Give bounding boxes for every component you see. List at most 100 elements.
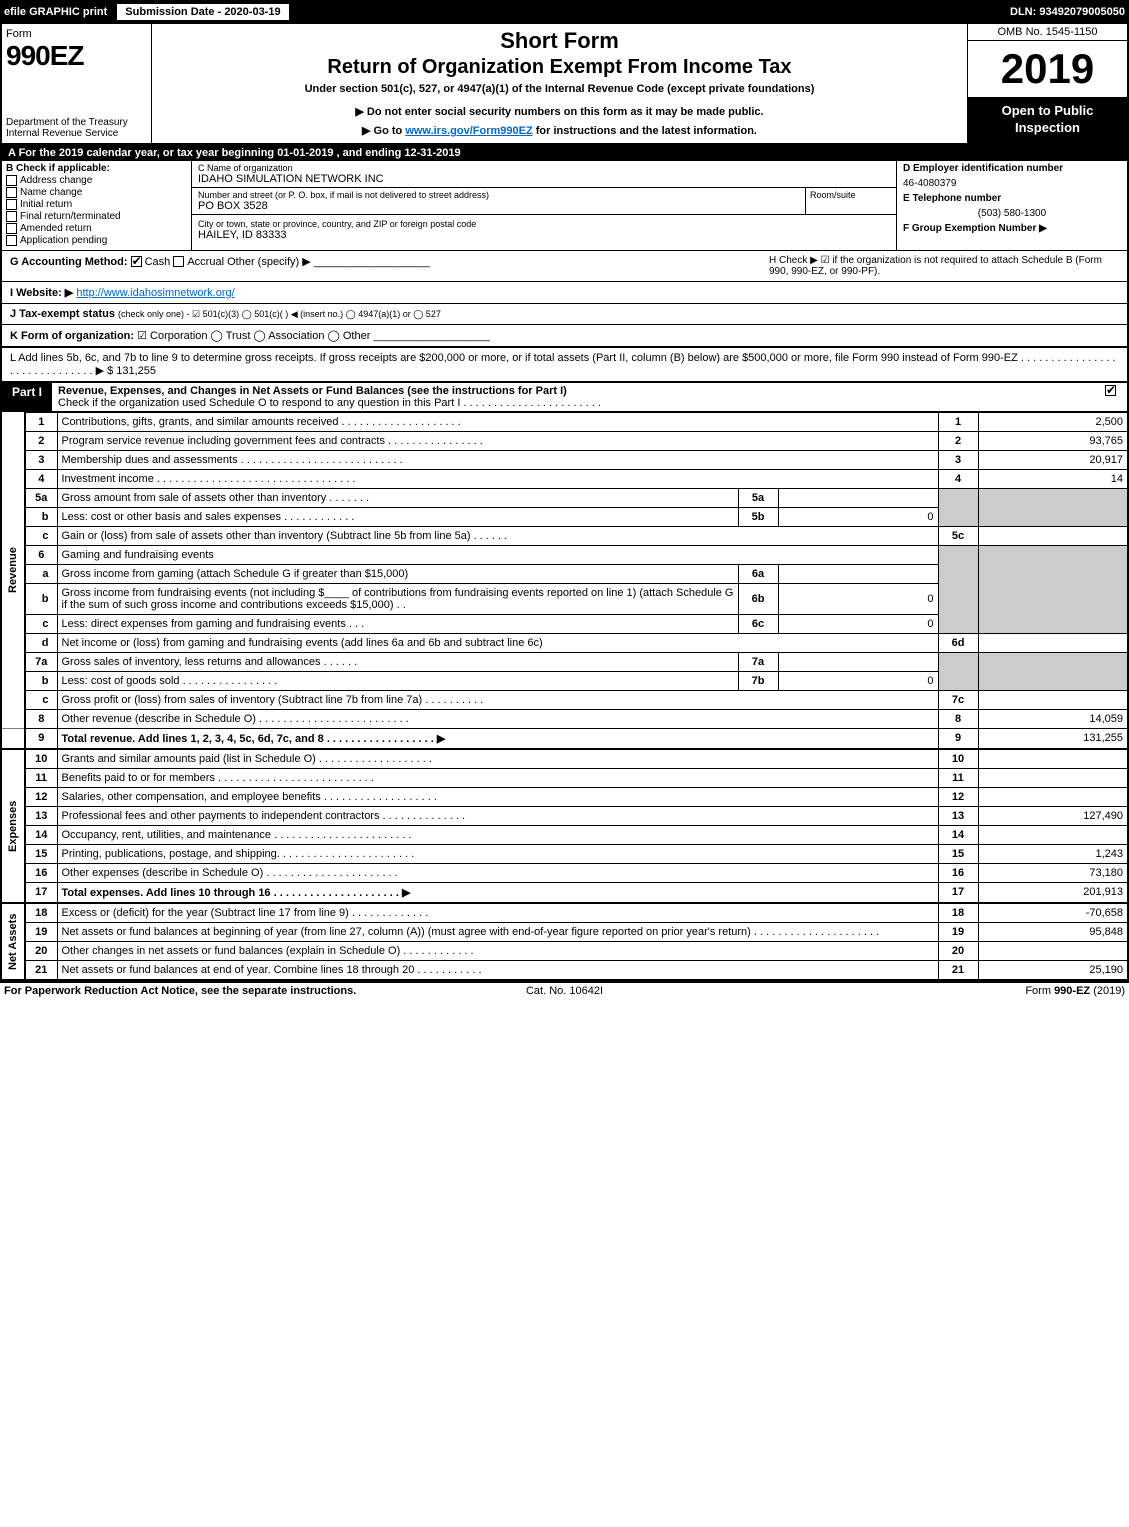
desc-part1: Gross income from fundraising events (no… — [62, 587, 325, 599]
org-name: IDAHO SIMULATION NETWORK INC — [198, 173, 890, 185]
chk-label: Initial return — [20, 199, 72, 210]
chk-address-change[interactable]: Address change — [6, 175, 187, 186]
line-no: a — [25, 564, 57, 583]
section-d-e-f: D Employer identification number 46-4080… — [897, 161, 1127, 250]
section-c: C Name of organization IDAHO SIMULATION … — [192, 161, 897, 250]
lines-table: Revenue 1 Contributions, gifts, grants, … — [0, 412, 1129, 981]
ssn-note: ▶ Do not enter social security numbers o… — [160, 105, 959, 118]
goto-instructions: ▶ Go to www.irs.gov/Form990EZ for instru… — [160, 124, 959, 137]
form-title: Return of Organization Exempt From Incom… — [160, 56, 959, 79]
line-no: 14 — [25, 825, 57, 844]
chk-cash[interactable] — [131, 256, 142, 267]
chk-label: Name change — [20, 187, 82, 198]
netassets-tab: Net Assets — [1, 903, 25, 980]
top-bar: efile GRAPHIC print Submission Date - 20… — [0, 0, 1129, 24]
line-amt: 93,765 — [978, 431, 1128, 450]
line-desc: Other revenue (describe in Schedule O) .… — [57, 709, 938, 728]
line-num: 18 — [938, 903, 978, 923]
tax-year: 2019 — [968, 41, 1127, 97]
section-h: H Check ▶ ☑ if the organization is not r… — [769, 255, 1119, 277]
line-desc: Gross profit or (loss) from sales of inv… — [57, 690, 938, 709]
efile-label[interactable]: efile GRAPHIC print — [4, 6, 107, 18]
line-amt: 14 — [978, 469, 1128, 488]
tel-label: E Telephone number — [903, 193, 1001, 204]
line-no: b — [25, 671, 57, 690]
line-amt: 25,190 — [978, 960, 1128, 980]
section-j: J Tax-exempt status (check only one) - ☑… — [0, 304, 1129, 325]
line-amt — [978, 941, 1128, 960]
chk-label: Address change — [20, 175, 92, 186]
form-number: 990EZ — [6, 40, 147, 72]
line-desc: Less: cost or other basis and sales expe… — [57, 507, 738, 526]
line-num: 6d — [938, 633, 978, 652]
form-header: Form 990EZ Department of the Treasury In… — [0, 24, 1129, 145]
line-amt — [978, 768, 1128, 787]
line-amt — [978, 633, 1128, 652]
line-desc: Grants and similar amounts paid (list in… — [57, 749, 938, 769]
chk-application-pending[interactable]: Application pending — [6, 235, 187, 246]
omb-number: OMB No. 1545-1150 — [968, 24, 1127, 41]
line-amt: 201,913 — [978, 882, 1128, 903]
line-no: c — [25, 690, 57, 709]
website-link[interactable]: http://www.idahosimnetwork.org/ — [76, 287, 234, 299]
line-no: d — [25, 633, 57, 652]
line-num: 2 — [938, 431, 978, 450]
line-num: 3 — [938, 450, 978, 469]
shaded-cell — [938, 488, 978, 526]
expenses-tab: Expenses — [1, 749, 25, 903]
street-block: Number and street (or P. O. box, if mail… — [192, 188, 806, 215]
section-k: K Form of organization: ☑ Corporation ◯ … — [0, 325, 1129, 348]
shaded-cell — [978, 652, 1128, 690]
line-desc: Gross sales of inventory, less returns a… — [57, 652, 738, 671]
j-text: (check only one) - ☑ 501(c)(3) ◯ 501(c)(… — [118, 309, 441, 319]
line-amt: 131,255 — [978, 728, 1128, 749]
line-desc: Gross income from gaming (attach Schedul… — [57, 564, 738, 583]
line-num: 7c — [938, 690, 978, 709]
line-desc: Less: cost of goods sold . . . . . . . .… — [57, 671, 738, 690]
line-num: 14 — [938, 825, 978, 844]
line-amt — [978, 690, 1128, 709]
chk-initial-return[interactable]: Initial return — [6, 199, 187, 210]
line-amt: 2,500 — [978, 412, 1128, 431]
part1-checkbox[interactable] — [1097, 383, 1127, 411]
line-amt: 95,848 — [978, 922, 1128, 941]
shaded-cell — [978, 545, 1128, 633]
line-amt: 127,490 — [978, 806, 1128, 825]
line-num: 17 — [938, 882, 978, 903]
line-amt — [978, 825, 1128, 844]
line-no: 6 — [25, 545, 57, 564]
b-label: B Check if applicable: — [6, 163, 110, 174]
chk-name-change[interactable]: Name change — [6, 187, 187, 198]
tel-value: (503) 580-1300 — [903, 208, 1121, 219]
cat-no: Cat. No. 10642I — [526, 985, 603, 997]
line-desc: Contributions, gifts, grants, and simila… — [57, 412, 938, 431]
section-l: L Add lines 5b, 6c, and 7b to line 9 to … — [0, 348, 1129, 383]
sub-val — [778, 652, 938, 671]
chk-accrual[interactable] — [173, 256, 184, 267]
line-desc: Total revenue. Add lines 1, 2, 3, 4, 5c,… — [57, 728, 938, 749]
total-exp-desc: Total expenses. Add lines 10 through 16 … — [62, 887, 411, 899]
part1-title: Revenue, Expenses, and Changes in Net As… — [52, 383, 1097, 411]
j-label: J Tax-exempt status — [10, 308, 115, 320]
chk-final-return[interactable]: Final return/terminated — [6, 211, 187, 222]
part1-label: Part I — [2, 383, 52, 411]
total-rev-desc: Total revenue. Add lines 1, 2, 3, 4, 5c,… — [62, 733, 446, 745]
line-num: 9 — [938, 728, 978, 749]
room-suite-label: Room/suite — [806, 188, 896, 215]
line-num: 1 — [938, 412, 978, 431]
form-ref: Form 990-EZ (2019) — [603, 985, 1125, 997]
goto-pre: ▶ Go to — [362, 125, 405, 137]
line-no: 1 — [25, 412, 57, 431]
line-num: 13 — [938, 806, 978, 825]
c-name-label: C Name of organization — [198, 163, 890, 173]
tax-year-range: A For the 2019 calendar year, or tax yea… — [2, 145, 1127, 161]
line-desc: Less: direct expenses from gaming and fu… — [57, 614, 738, 633]
line-amt: -70,658 — [978, 903, 1128, 923]
line-desc: Gross amount from sale of assets other t… — [57, 488, 738, 507]
line-amt — [978, 526, 1128, 545]
cash-label: Cash — [145, 256, 171, 268]
street-value: PO BOX 3528 — [198, 200, 799, 212]
irs-link[interactable]: www.irs.gov/Form990EZ — [405, 125, 532, 137]
line-desc: Investment income . . . . . . . . . . . … — [57, 469, 938, 488]
chk-amended-return[interactable]: Amended return — [6, 223, 187, 234]
